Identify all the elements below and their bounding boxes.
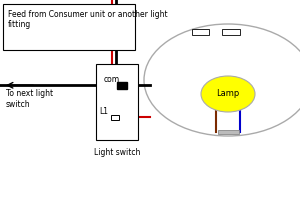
Text: L1: L1	[99, 107, 108, 116]
Text: com: com	[103, 75, 120, 84]
Bar	[117, 82, 128, 89]
Bar	[192, 29, 208, 34]
Text: Light switch: Light switch	[94, 148, 140, 157]
Circle shape	[201, 76, 255, 112]
Text: Feed from Consumer unit or another light
fitting: Feed from Consumer unit or another light…	[8, 10, 167, 29]
Bar	[218, 130, 239, 134]
FancyBboxPatch shape	[3, 4, 135, 50]
Text: Lamp: Lamp	[216, 90, 240, 98]
Text: To next light
switch: To next light switch	[6, 89, 53, 109]
Circle shape	[144, 24, 300, 136]
Bar	[222, 29, 240, 34]
FancyBboxPatch shape	[96, 64, 138, 140]
Bar	[111, 115, 118, 120]
